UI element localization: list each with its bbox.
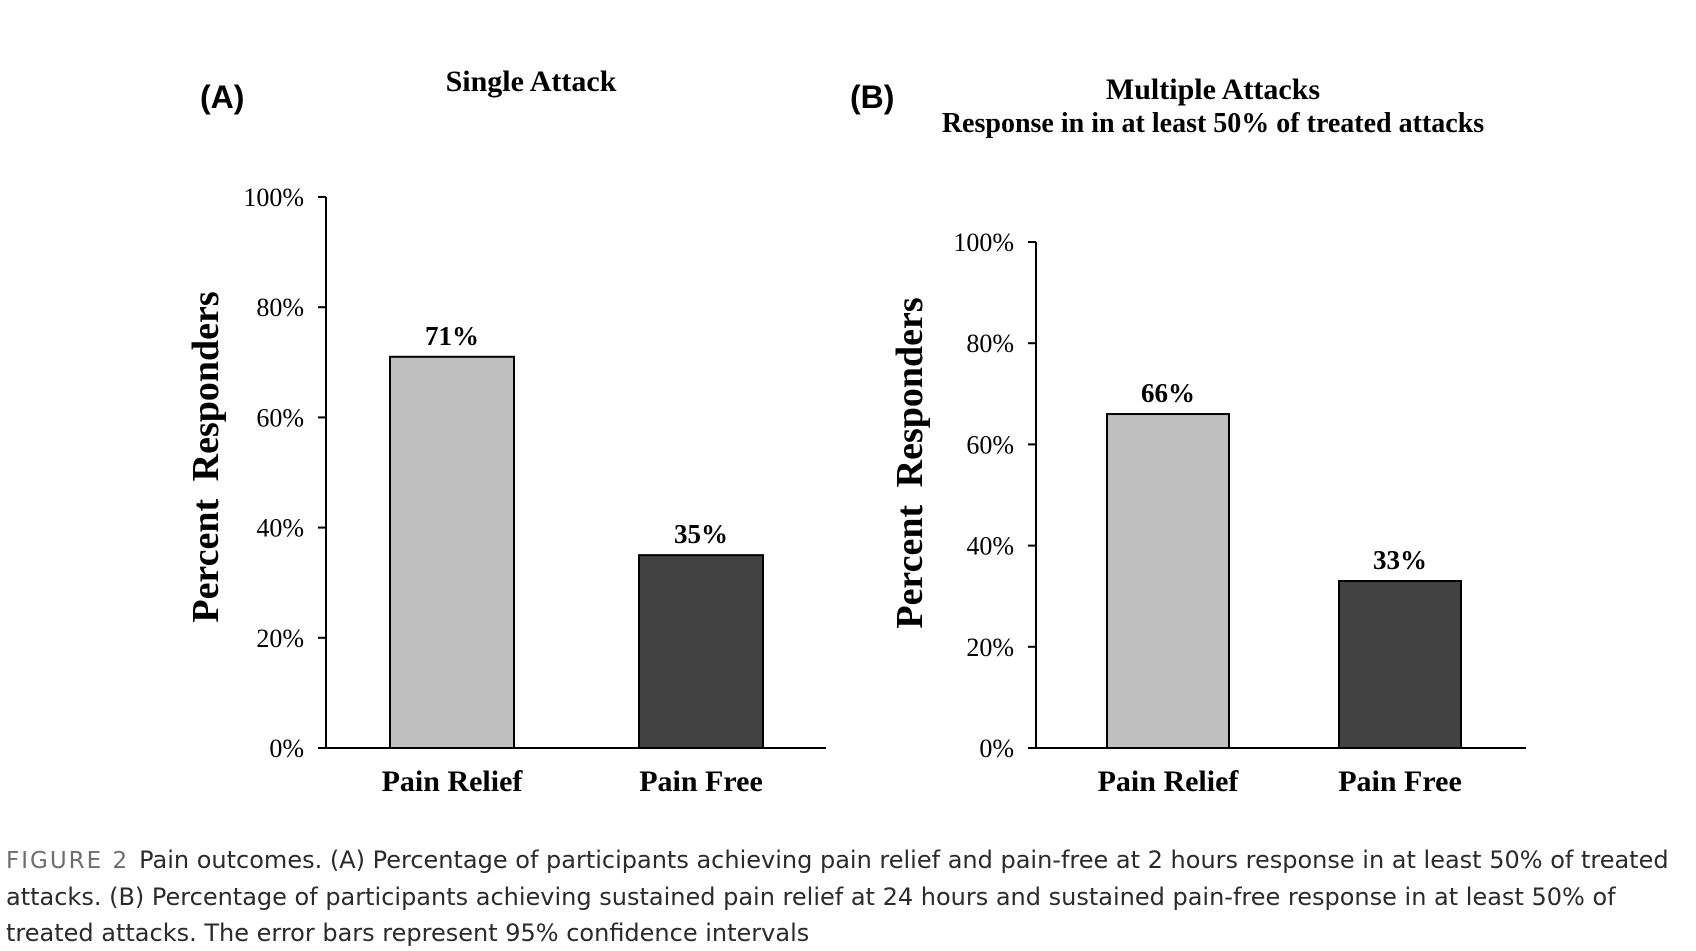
panel-a-y-tick-label-100: 100%: [243, 183, 304, 212]
panel-b-y-tick-label-100: 100%: [953, 228, 1014, 257]
panel-b-y-axis-label: Percent Responders: [889, 297, 931, 628]
panel-b-bar-pain-relief: [1106, 413, 1230, 749]
figure-canvas: (A) Single Attack Percent Responders 71% Pai…: [185, 65, 1526, 798]
panel-a-data-label-pain-free: 35%: [674, 519, 728, 549]
panel-b-y-tick-label-80: 80%: [966, 329, 1014, 358]
panel-b-x-tick-label-pain-free: Pain Free: [1338, 765, 1462, 798]
figure-caption: FIGURE 2 Pain outcomes. (A) Percentage of…: [6, 842, 1692, 951]
panel-a-label: (A): [200, 79, 244, 115]
panel-b-y-tick-label-20: 20%: [966, 633, 1014, 662]
panel-b-y-tick-label-40: 40%: [966, 532, 1014, 561]
panel-a-title: Single Attack: [446, 65, 617, 98]
figure-caption-label: FIGURE 2: [6, 848, 130, 874]
panel-a-bar-pain-free: [638, 554, 764, 750]
panel-b-bar-pain-free: [1338, 580, 1462, 750]
panel-a-x-tick-label-pain-relief: Pain Relief: [382, 765, 524, 798]
figure-caption-text: Pain outcomes. (A) Percentage of partici…: [6, 846, 1669, 947]
panel-a-y-tick-label-80: 80%: [256, 293, 304, 322]
panel-a-y-tick-label-0: 0%: [269, 734, 304, 763]
panel-a-y-axis-label: Percent Responders: [185, 291, 227, 622]
panel-a-bar-pain-relief: [389, 355, 515, 749]
panel-a-data-label-pain-relief: 71%: [425, 321, 479, 351]
panel-a-y-tick-label-60: 60%: [256, 403, 304, 432]
panel-b-y-tick-label-60: 60%: [966, 430, 1014, 459]
panel-b-title: Multiple Attacks: [1106, 73, 1320, 106]
panel-b-x-tick-label-pain-relief: Pain Relief: [1098, 765, 1240, 798]
panel-a-y-tick-label-20: 20%: [256, 624, 304, 653]
panel-b-data-label-pain-free: 33%: [1373, 545, 1427, 575]
panel-b-subtitle: Response in in at least 50% of treated a…: [942, 108, 1484, 139]
panel-a-x-tick-label-pain-free: Pain Free: [639, 765, 763, 798]
panel-b-label: (B): [850, 79, 894, 115]
panel-b-data-label-pain-relief: 66%: [1141, 378, 1195, 408]
panel-a-y-tick-label-40: 40%: [256, 514, 304, 543]
panel-b-y-tick-label-0: 0%: [979, 734, 1014, 763]
